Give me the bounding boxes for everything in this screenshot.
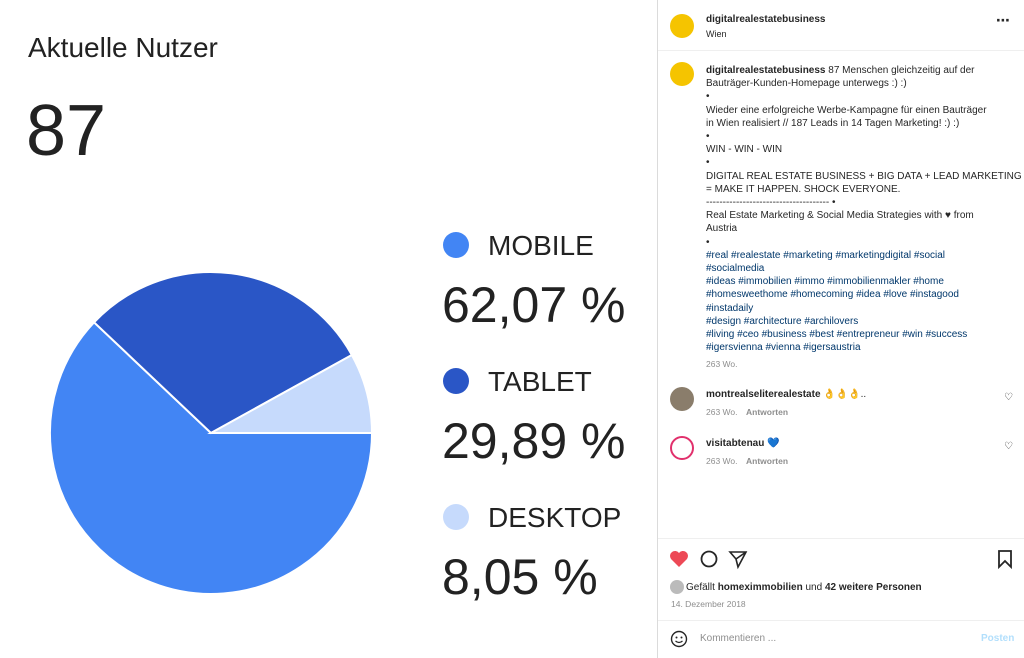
pie-slice <box>92 271 354 435</box>
reply-button[interactable]: Antworten <box>746 456 789 466</box>
legend-label: MOBILE <box>488 230 594 261</box>
legend-label: DESKTOP <box>488 502 621 533</box>
username[interactable]: digitalrealestatebusiness <box>706 14 826 25</box>
save-button[interactable] <box>998 550 1012 570</box>
caption-line: Wieder eine erfolgreiche Werbe-Kampagne … <box>706 104 987 116</box>
comment-time: 263 Wo. <box>706 456 738 466</box>
more-menu[interactable]: ⋯ <box>996 12 1010 28</box>
legend-swatch <box>443 232 469 258</box>
comment-button[interactable] <box>700 550 718 568</box>
value-label: 29,89 % <box>442 413 625 469</box>
post-image: Aktuelle Nutzer 87 MOBILE 62,07 % TABLET 29… <box>26 32 625 605</box>
caption-line: = MAKE IT HAPPEN. SHOCK EVERYONE. <box>706 183 901 195</box>
hashtag-line[interactable]: #igersvienna #vienna #igersaustria <box>706 342 861 354</box>
comment-user[interactable]: visitabtenau <box>706 438 765 449</box>
caption-username[interactable]: digitalrealestatebusiness <box>706 65 826 76</box>
caption-line: in Wien realisiert // 187 Leads in 14 Ta… <box>706 117 960 129</box>
likes-prefix: Gefällt <box>686 582 715 593</box>
avatar[interactable] <box>670 62 694 86</box>
share-button[interactable] <box>728 551 748 570</box>
divider <box>658 50 1024 51</box>
caption-line: ------------------------------------- • <box>706 197 836 208</box>
caption-line: Bauträger-Kunden-Homepage unterwegs :) :… <box>706 78 907 90</box>
hashtag-line[interactable]: #homesweethome #homecoming #idea #love #… <box>706 289 959 301</box>
post-panel: digitalrealestatebusiness Wien ⋯ digital… <box>657 0 1024 658</box>
action-bar <box>670 550 1012 570</box>
caption-text: 87 Menschen gleichzeitig auf der <box>828 65 975 76</box>
liked-by[interactable]: homeximmobilien <box>717 582 803 593</box>
location[interactable]: Wien <box>706 29 727 39</box>
comment: visitabtenau 💙 <box>706 438 780 449</box>
divider <box>658 620 1024 621</box>
caption-line: Real Estate Marketing & Social Media Str… <box>706 210 974 222</box>
caption-line: DIGITAL REAL ESTATE BUSINESS + BIG DATA … <box>706 170 1022 182</box>
caption-line: WIN - WIN - WIN <box>706 144 783 156</box>
legend-swatch <box>443 504 469 530</box>
comment-text: 💙 <box>767 438 780 449</box>
hashtag-line[interactable]: #living #ceo #business #best #entreprene… <box>706 329 968 340</box>
value-label: 8,05 % <box>442 549 598 605</box>
caption-line: • <box>706 236 710 248</box>
comment-like[interactable]: ♡ <box>1004 441 1013 452</box>
total-users: 87 <box>26 91 106 171</box>
comment-time: 263 Wo. <box>706 407 738 417</box>
divider <box>658 538 1024 539</box>
avatar[interactable] <box>670 14 694 38</box>
chart-title: Aktuelle Nutzer <box>28 32 218 63</box>
hashtag-line[interactable]: #real #realestate #marketing #marketingd… <box>706 249 946 261</box>
hashtag-line[interactable]: #ideas #immobilien #immo #immobilienmakl… <box>706 276 944 288</box>
comment-text: 👌👌👌.. <box>823 389 867 400</box>
caption-line: • <box>706 131 710 142</box>
hashtag-line[interactable]: #design #architecture #archilovers <box>706 315 859 327</box>
comment: montrealseliterealestate 👌👌👌.. <box>706 389 866 400</box>
caption-time: 263 Wo. <box>706 359 738 370</box>
hashtag-line[interactable]: #instadaily <box>706 302 754 314</box>
legend-label: TABLET <box>488 366 592 397</box>
comment-user[interactable]: montrealseliterealestate <box>706 389 821 400</box>
post-date: 14. Dezember 2018 <box>671 599 746 609</box>
caption-line: digitalrealestatebusiness 87 Menschen gl… <box>706 65 974 76</box>
comment-like[interactable]: ♡ <box>1004 392 1013 403</box>
post-button[interactable]: Posten <box>981 633 1015 644</box>
comment-avatar[interactable] <box>670 436 694 460</box>
likes-middle: und <box>805 582 823 593</box>
caption-line: Austria <box>706 223 738 235</box>
legend-swatch <box>443 368 469 394</box>
hashtag-line[interactable]: #socialmedia <box>706 263 765 274</box>
reply-button[interactable]: Antworten <box>746 407 789 417</box>
pie-slice <box>207 353 374 434</box>
caption-line: • <box>706 157 710 169</box>
pie-slice <box>49 320 374 595</box>
like-button[interactable] <box>670 551 688 567</box>
value-label: 62,07 % <box>442 277 625 333</box>
caption-line: • <box>706 91 710 103</box>
comment-input[interactable]: Kommentieren ... <box>700 633 777 644</box>
likes-others[interactable]: 42 weitere Personen <box>824 582 922 593</box>
comment-avatar[interactable] <box>670 387 694 411</box>
liker-avatar <box>670 580 684 594</box>
emoji-button[interactable] <box>670 630 688 648</box>
likes[interactable]: Gefällt homeximmobilien und 42 weitere P… <box>686 582 922 593</box>
